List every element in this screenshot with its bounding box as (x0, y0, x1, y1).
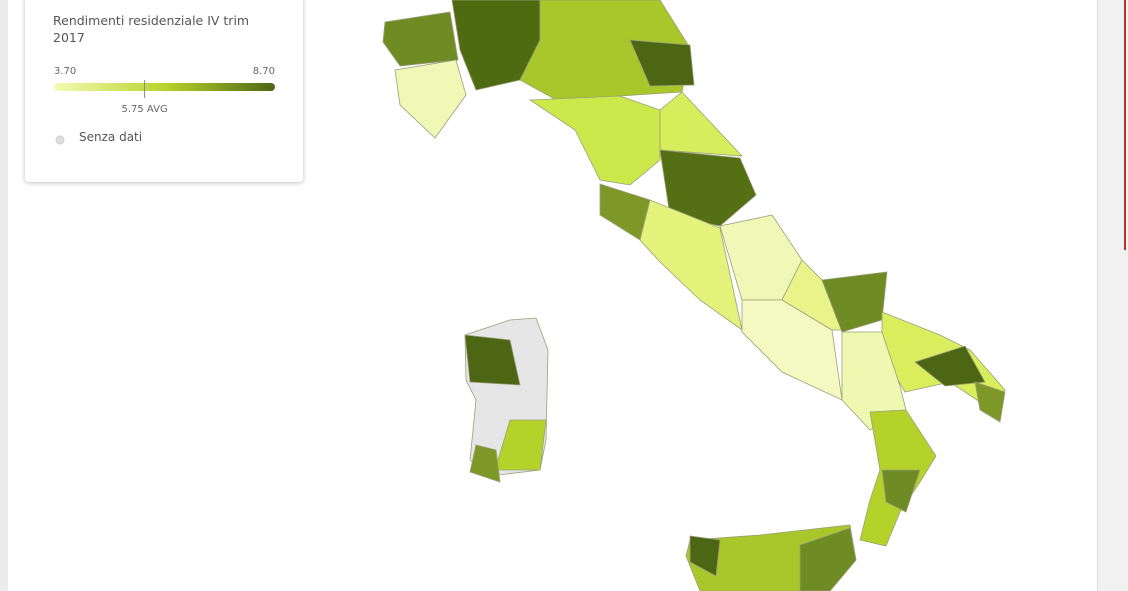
left-border (0, 0, 8, 591)
avg-label: 5.75 AVG (121, 104, 167, 115)
legend-title: Rendimenti residenziale IV trim 2017 (53, 13, 250, 45)
region (469, 444, 501, 483)
region (464, 334, 521, 386)
scale-max-label: 8.70 (253, 66, 275, 77)
legend-scale: 3.70 8.70 5.75 AVG (54, 66, 275, 145)
color-scale-bar (54, 83, 275, 91)
region (528, 95, 661, 186)
legend-card: 3.70 8.70 5.75 AVG Rendimenti residenziale… (25, 0, 303, 182)
no-data-swatch (55, 135, 65, 145)
region (629, 39, 695, 87)
region (659, 91, 743, 157)
region (881, 469, 921, 513)
scale-min-label: 3.70 (54, 66, 76, 77)
region (914, 345, 986, 387)
region (659, 149, 757, 227)
right-border (1097, 0, 1128, 591)
map (382, 0, 1006, 591)
region (689, 535, 721, 577)
region (394, 59, 467, 139)
no-data-label: Senza dati (79, 130, 143, 144)
right-accent (1124, 0, 1126, 250)
region (494, 419, 547, 471)
region (799, 527, 857, 591)
region (382, 11, 459, 67)
region (781, 259, 843, 331)
region (974, 381, 1006, 423)
